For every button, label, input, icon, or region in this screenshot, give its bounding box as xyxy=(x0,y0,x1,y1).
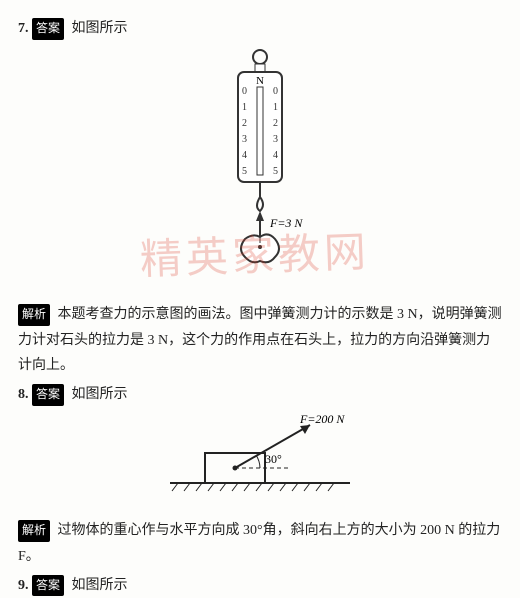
q8-number: 8. xyxy=(18,387,29,402)
tick-r-3: 3 xyxy=(273,134,278,145)
q8-answer-line: 8. 答案 如图所示 xyxy=(18,382,502,407)
scale-neck xyxy=(255,64,265,72)
q8-analysis-block: 解析 过物体的重心作与水平方向成 30°角，斜向右上方的大小为 200 N 的拉… xyxy=(18,518,502,568)
q7-answer-badge: 答案 xyxy=(32,18,64,40)
force-point xyxy=(258,245,262,249)
tick-l-1: 1 xyxy=(242,102,247,113)
q9-answer-text: 如图所示 xyxy=(72,578,128,593)
q8-analysis-badge: 解析 xyxy=(18,520,50,542)
q7-analysis-block: 解析 本题考查力的示意图的画法。图中弹簧测力计的示数是 3 N，说明弹簧测力计对… xyxy=(18,302,502,378)
q9-answer-badge: 答案 xyxy=(32,575,64,597)
q8-figure-force-diagram: 30° F=200 N xyxy=(18,413,502,512)
q7-analysis-badge: 解析 xyxy=(18,304,50,326)
tick-l-3: 3 xyxy=(242,134,247,145)
scale-hook xyxy=(257,197,263,211)
q8-analysis-text: 过物体的重心作与水平方向成 30°角，斜向右上方的大小为 200 N 的拉力 F… xyxy=(18,523,500,563)
spring-scale-svg: N 0 0 1 1 2 2 3 3 4 4 5 5 F=3 N xyxy=(200,47,320,287)
tick-r-4: 4 xyxy=(273,150,278,161)
q7-answer-text: 如图所示 xyxy=(72,21,128,36)
tick-l-2: 2 xyxy=(242,118,247,129)
q7-figure-spring-scale: N 0 0 1 1 2 2 3 3 4 4 5 5 F=3 N xyxy=(18,47,502,296)
tick-l-5: 5 xyxy=(242,166,247,177)
q8-answer-badge: 答案 xyxy=(32,384,64,406)
tick-l-4: 4 xyxy=(242,150,247,161)
scale-unit-label: N xyxy=(256,75,264,87)
q9-answer-line: 9. 答案 如图所示 xyxy=(18,573,502,598)
ground-hatch xyxy=(172,483,334,491)
scale-ring xyxy=(253,50,267,64)
scale-slot xyxy=(257,87,263,175)
q9-number: 9. xyxy=(18,578,29,593)
tick-r-2: 2 xyxy=(273,118,278,129)
tick-r-5: 5 xyxy=(273,166,278,177)
force-diagram-svg: 30° F=200 N xyxy=(150,413,370,503)
tick-r-1: 1 xyxy=(273,102,278,113)
force-label: F=3 N xyxy=(269,216,303,230)
q7-analysis-text: 本题考查力的示意图的画法。图中弹簧测力计的示数是 3 N，说明弹簧测力计对石头的… xyxy=(18,307,502,372)
tick-r-0: 0 xyxy=(273,86,278,97)
tick-l-0: 0 xyxy=(242,86,247,97)
q8-force-label: F=200 N xyxy=(299,413,345,426)
angle-arc xyxy=(256,455,260,468)
q7-number: 7. xyxy=(18,21,29,36)
angle-label: 30° xyxy=(265,452,282,466)
q8-answer-text: 如图所示 xyxy=(72,387,128,402)
q7-answer-line: 7. 答案 如图所示 xyxy=(18,16,502,41)
